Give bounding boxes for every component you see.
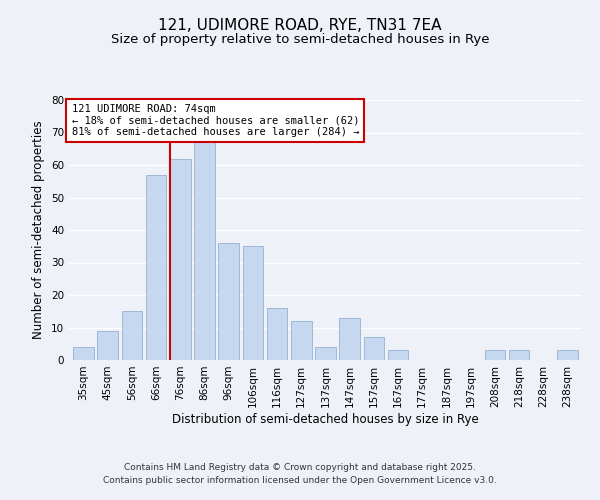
Bar: [122, 311, 142, 360]
Bar: [73, 347, 94, 360]
Bar: [146, 175, 166, 360]
Bar: [315, 347, 336, 360]
Y-axis label: Number of semi-detached properties: Number of semi-detached properties: [32, 120, 46, 340]
Text: Contains HM Land Registry data © Crown copyright and database right 2025.: Contains HM Land Registry data © Crown c…: [124, 464, 476, 472]
Bar: [509, 350, 529, 360]
Bar: [242, 246, 263, 360]
Bar: [218, 243, 239, 360]
Bar: [364, 337, 384, 360]
Bar: [485, 350, 505, 360]
Text: Size of property relative to semi-detached houses in Rye: Size of property relative to semi-detach…: [111, 32, 489, 46]
Bar: [291, 321, 311, 360]
X-axis label: Distribution of semi-detached houses by size in Rye: Distribution of semi-detached houses by …: [172, 412, 479, 426]
Bar: [267, 308, 287, 360]
Text: 121, UDIMORE ROAD, RYE, TN31 7EA: 121, UDIMORE ROAD, RYE, TN31 7EA: [158, 18, 442, 32]
Bar: [170, 158, 191, 360]
Text: 121 UDIMORE ROAD: 74sqm
← 18% of semi-detached houses are smaller (62)
81% of se: 121 UDIMORE ROAD: 74sqm ← 18% of semi-de…: [71, 104, 359, 137]
Text: Contains public sector information licensed under the Open Government Licence v3: Contains public sector information licen…: [103, 476, 497, 485]
Bar: [388, 350, 409, 360]
Bar: [557, 350, 578, 360]
Bar: [340, 318, 360, 360]
Bar: [97, 331, 118, 360]
Bar: [194, 142, 215, 360]
